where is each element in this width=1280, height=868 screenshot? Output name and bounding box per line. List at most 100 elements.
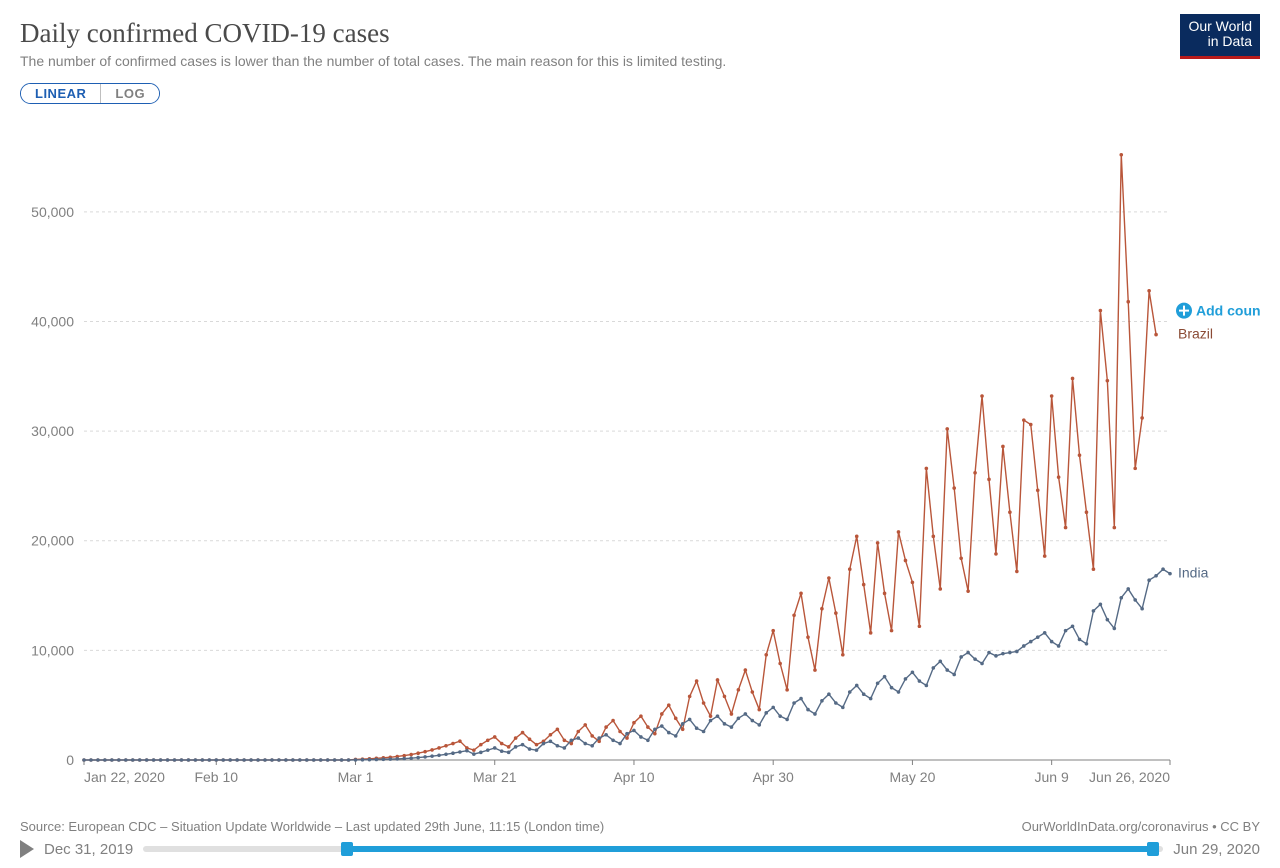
series-point: [730, 712, 734, 716]
series-point: [695, 679, 699, 683]
series-point: [869, 697, 873, 701]
x-tick-label: Jun 26, 2020: [1089, 769, 1170, 785]
series-point: [451, 751, 455, 755]
series-point: [1043, 631, 1047, 635]
series-point: [382, 758, 386, 762]
add-country-label: Add country: [1196, 303, 1260, 319]
chart-title: Daily confirmed COVID-19 cases: [20, 18, 1260, 49]
series-point: [848, 690, 852, 694]
series-point: [1036, 635, 1040, 639]
series-point: [925, 467, 929, 471]
timeline-start-label: Dec 31, 2019: [44, 841, 133, 858]
series-point: [1001, 652, 1005, 656]
series-point: [827, 576, 831, 580]
series-point: [444, 744, 448, 748]
series-point: [500, 749, 504, 753]
series-point: [1154, 574, 1158, 578]
series-point: [932, 535, 936, 539]
series-point: [1092, 609, 1096, 613]
series-point: [597, 736, 601, 740]
series-point: [987, 478, 991, 482]
series-point: [187, 758, 191, 762]
series-point: [959, 655, 963, 659]
series-line-india[interactable]: [84, 569, 1170, 760]
series-point: [576, 730, 580, 734]
time-slider[interactable]: Dec 31, 2019 Jun 29, 2020: [20, 840, 1260, 858]
series-point: [820, 607, 824, 611]
series-point: [730, 725, 734, 729]
series-point: [876, 541, 880, 545]
series-point: [751, 719, 755, 723]
series-line-brazil[interactable]: [84, 155, 1156, 760]
series-point: [528, 737, 532, 741]
attribution-text: OurWorldInData.org/coronavirus • CC BY: [1022, 819, 1260, 834]
series-point: [1126, 587, 1130, 591]
series-point: [611, 738, 615, 742]
play-icon[interactable]: [20, 840, 34, 858]
series-point: [1015, 650, 1019, 654]
series-point: [194, 758, 198, 762]
series-point: [876, 681, 880, 685]
series-point: [409, 756, 413, 760]
series-point: [757, 708, 761, 712]
series-point: [375, 758, 379, 762]
series-point: [249, 758, 253, 762]
series-point: [1057, 644, 1061, 648]
line-chart: 010,00020,00030,00040,00050,000Jan 22, 2…: [20, 105, 1260, 800]
owid-logo[interactable]: Our World in Data: [1180, 14, 1260, 59]
series-point: [326, 758, 330, 762]
series-point: [430, 754, 434, 758]
series-point: [938, 660, 942, 664]
series-point: [1154, 333, 1158, 337]
series-label-india[interactable]: India: [1178, 565, 1209, 581]
series-point: [667, 731, 671, 735]
series-point: [862, 583, 866, 587]
y-tick-label: 20,000: [31, 533, 74, 549]
series-point: [709, 719, 713, 723]
slider-handle-end[interactable]: [1147, 842, 1159, 856]
series-point: [1022, 418, 1026, 422]
series-point: [1050, 394, 1054, 398]
series-point: [1071, 377, 1075, 381]
series-point: [451, 742, 455, 746]
series-point: [611, 719, 615, 723]
y-tick-label: 30,000: [31, 423, 74, 439]
slider-track[interactable]: [143, 846, 1163, 852]
series-point: [681, 722, 685, 726]
log-toggle[interactable]: LOG: [100, 84, 159, 103]
logo-line-2: in Data: [1208, 33, 1252, 49]
series-point: [1168, 572, 1172, 576]
chart-footer: Source: European CDC – Situation Update …: [20, 819, 1260, 858]
series-point: [1140, 607, 1144, 611]
scale-toggle: LINEAR LOG: [20, 83, 160, 104]
series-point: [354, 758, 358, 762]
slider-handle-start[interactable]: [341, 842, 353, 856]
series-point: [820, 699, 824, 703]
series-point: [625, 736, 629, 740]
series-point: [542, 742, 546, 746]
series-point: [549, 740, 553, 744]
series-point: [1106, 379, 1110, 383]
series-point: [1071, 624, 1075, 628]
add-country-button[interactable]: Add country: [1176, 303, 1260, 319]
series-point: [1119, 596, 1123, 600]
series-point: [1113, 526, 1117, 530]
series-point: [1099, 309, 1103, 313]
series-label-brazil[interactable]: Brazil: [1178, 326, 1213, 342]
series-point: [556, 728, 560, 732]
series-point: [744, 712, 748, 716]
series-point: [994, 654, 998, 658]
series-point: [737, 688, 741, 692]
series-point: [973, 471, 977, 475]
series-point: [583, 723, 587, 727]
series-point: [737, 717, 741, 721]
linear-toggle[interactable]: LINEAR: [21, 84, 100, 103]
series-point: [897, 530, 901, 534]
series-point: [813, 712, 817, 716]
series-point: [465, 749, 469, 753]
series-point: [305, 758, 309, 762]
series-point: [723, 695, 727, 699]
series-point: [208, 758, 212, 762]
chart-subtitle: The number of confirmed cases is lower t…: [20, 53, 1260, 69]
slider-range: [347, 846, 1153, 852]
